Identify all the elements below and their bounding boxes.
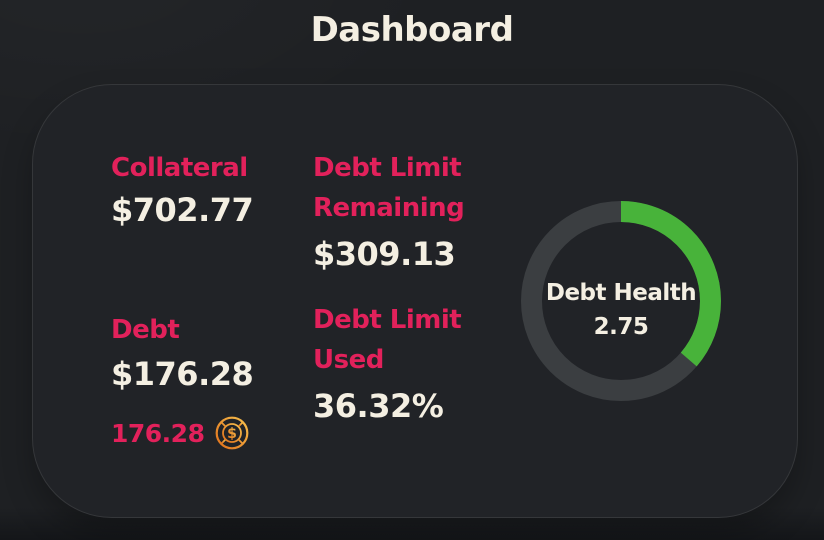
debt-raw-amount: 176.28 xyxy=(111,418,205,448)
collateral-value: $702.77 xyxy=(111,191,254,229)
debt-value: $176.28 xyxy=(111,355,254,393)
debt-limit-used-label-line1: Debt Limit xyxy=(313,305,462,335)
collateral-label: Collateral xyxy=(111,153,248,183)
debt-limit-used-value: 36.32% xyxy=(313,387,444,425)
coin-dollar-glyph: $ xyxy=(228,426,238,442)
debt-limit-remaining-value: $309.13 xyxy=(313,235,456,273)
page-title: Dashboard xyxy=(310,10,514,50)
gauge-text: Debt Health 2.75 xyxy=(521,201,721,401)
dollar-coin-icon: $ xyxy=(216,416,249,450)
gauge-value: 2.75 xyxy=(593,314,649,340)
debt-health-gauge: Debt Health 2.75 xyxy=(521,201,721,401)
stats-card: Collateral $702.77 Debt $176.28 176.28 xyxy=(32,84,798,518)
debt-limit-remaining-label-line2: Remaining xyxy=(313,193,465,223)
gauge-arc xyxy=(521,201,721,401)
debt-limit-remaining-label-line1: Debt Limit xyxy=(313,153,462,183)
debt-raw-amount-row: 176.28 xyxy=(111,415,250,451)
gauge-label: Debt Health xyxy=(545,280,697,306)
debt-label: Debt xyxy=(111,315,180,345)
debt-limit-used-label-line2: Used xyxy=(313,345,384,375)
